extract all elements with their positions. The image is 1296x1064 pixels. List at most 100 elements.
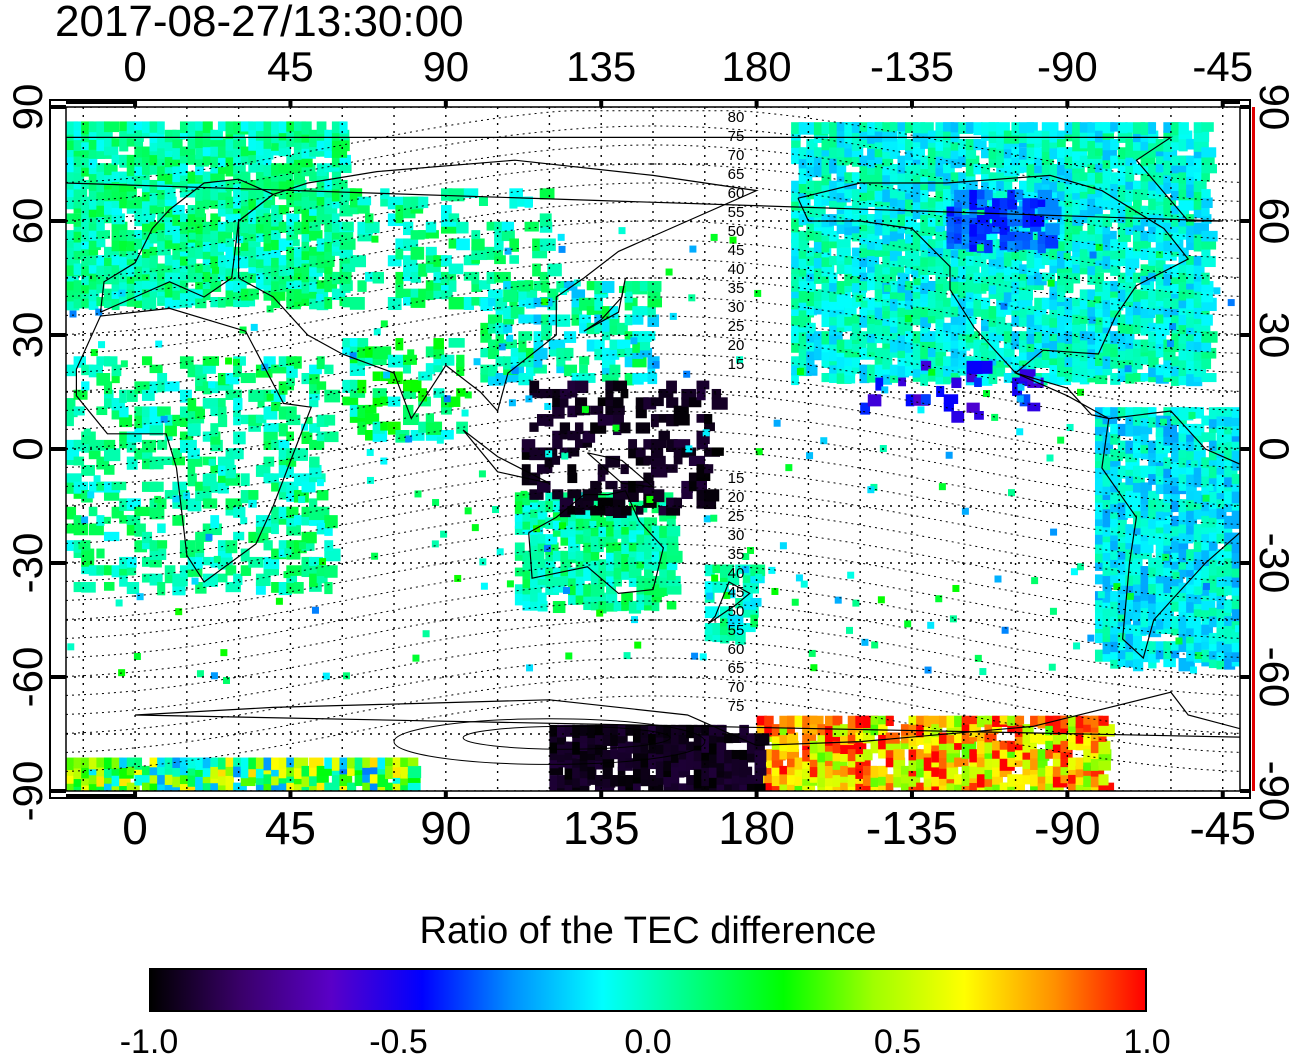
tec-cell — [851, 147, 864, 158]
tec-cell — [1045, 724, 1054, 736]
tec-cell — [973, 255, 987, 267]
tec-cell — [333, 239, 341, 247]
tec-cell — [1170, 499, 1182, 513]
tec-cell — [996, 164, 1005, 173]
tec-cell — [681, 397, 690, 407]
tec-cell — [240, 473, 250, 487]
tec-cell — [688, 455, 706, 466]
tec-cell — [1255, 608, 1268, 620]
tec-cell — [912, 255, 923, 266]
tec-cell — [225, 373, 240, 385]
tec-cell — [867, 364, 878, 377]
tec-cell — [1193, 281, 1209, 292]
tec-cell — [1193, 222, 1209, 235]
tec-cell — [610, 724, 622, 735]
tec-cell — [650, 414, 659, 428]
tec-cell — [126, 765, 141, 776]
tec-cell — [440, 280, 455, 291]
tec-cell — [88, 297, 99, 310]
tec-cell — [1140, 415, 1151, 427]
tec-cell — [696, 414, 709, 423]
tec-cell — [564, 724, 575, 737]
tec-cell — [187, 765, 203, 776]
tec-cell — [103, 246, 120, 259]
tec-cell — [1178, 322, 1191, 335]
tec-cell — [217, 297, 226, 308]
tec-cell — [1117, 649, 1129, 660]
tec-cell — [1178, 364, 1191, 377]
tec-cell — [1072, 214, 1084, 226]
tec-cell — [96, 515, 105, 526]
tec-cell — [149, 774, 161, 784]
tec-cell — [1132, 138, 1146, 151]
tec-cell — [821, 230, 834, 242]
tec-cell — [1072, 373, 1081, 383]
tec-cell — [558, 245, 566, 253]
tec-cell — [1117, 172, 1128, 186]
tec-cell — [271, 757, 280, 770]
tec-cell — [1041, 314, 1055, 326]
tec-cell — [172, 448, 182, 458]
tec-cell — [549, 733, 559, 743]
tec-cell — [809, 724, 821, 735]
tec-cell — [172, 765, 182, 777]
tec-cell — [646, 495, 654, 503]
tec-cell — [410, 271, 422, 283]
tec-cell — [813, 347, 823, 360]
tec-cell — [920, 180, 932, 191]
tec-cell — [1186, 172, 1196, 185]
tec-cell — [666, 542, 679, 556]
tec-cell — [943, 402, 954, 412]
tec-cell — [836, 281, 845, 295]
tec-cell — [936, 385, 945, 397]
tec-cell — [271, 163, 281, 176]
tec-cell — [889, 255, 905, 267]
tec-cell — [1170, 557, 1180, 570]
tec-cell — [217, 765, 229, 777]
tec-cell — [696, 464, 709, 478]
tec-cell — [1186, 482, 1197, 492]
tec-cell — [372, 371, 381, 382]
tec-cell — [210, 423, 219, 437]
tec-cell — [90, 349, 98, 357]
tec-cell — [620, 506, 632, 516]
tec-cell — [1170, 532, 1180, 542]
tec-cell — [539, 213, 552, 227]
tec-cell — [552, 550, 564, 562]
tec-cell — [187, 255, 197, 265]
tec-cell — [862, 774, 874, 786]
tec-cell — [693, 724, 703, 734]
tec-cell — [1110, 373, 1121, 385]
tec-cell — [456, 354, 465, 367]
tec-cell — [157, 296, 165, 304]
tec-cell — [1208, 499, 1223, 510]
tec-cell — [1170, 373, 1180, 386]
tec-cell — [678, 766, 691, 778]
tec-cell — [1079, 155, 1089, 168]
tec-cell — [874, 164, 884, 174]
tec-cell — [448, 396, 461, 407]
tec-cell — [324, 246, 336, 260]
tec-cell — [688, 397, 702, 408]
tec-cell — [905, 281, 920, 291]
tec-cell — [536, 414, 546, 426]
tec-cell — [1148, 407, 1157, 418]
tec-cell — [791, 239, 800, 248]
tec-cell — [66, 188, 79, 198]
tec-cell — [195, 213, 207, 225]
tec-cell — [188, 232, 196, 240]
tec-cell — [859, 130, 872, 140]
tec-cell — [1019, 331, 1032, 341]
tec-cell — [1034, 164, 1048, 174]
tec-cell — [1041, 339, 1057, 349]
tec-cell — [905, 138, 915, 151]
tec-cell — [779, 732, 789, 746]
tec-cell — [651, 592, 662, 603]
tec-cell — [1007, 740, 1023, 752]
tec-cell — [1045, 774, 1054, 784]
tec-cell — [1010, 302, 1018, 310]
tec-cell — [798, 172, 813, 185]
tec-cell — [73, 138, 83, 151]
tec-cell — [164, 490, 179, 500]
tec-cell — [1224, 474, 1234, 488]
